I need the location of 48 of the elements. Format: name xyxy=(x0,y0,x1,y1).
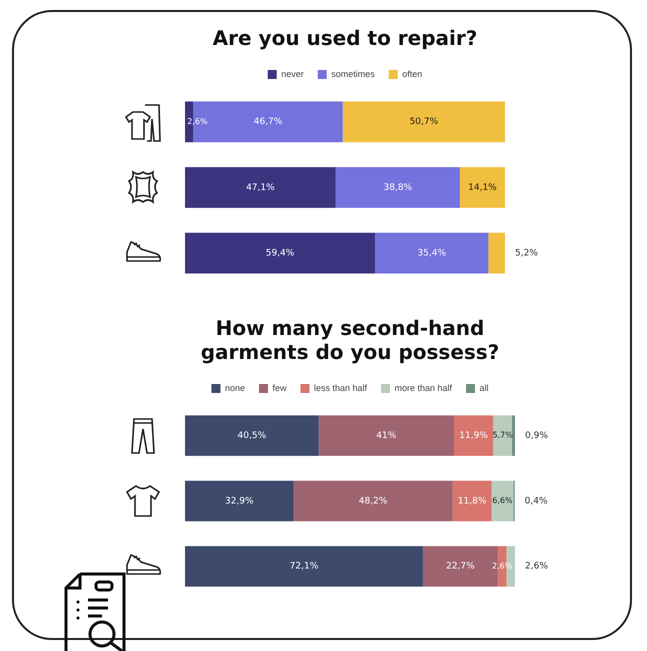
chart-title: How many second-hand garments do you possess? xyxy=(200,316,500,364)
data-label: 46,7% xyxy=(254,117,283,128)
data-label: 72,1% xyxy=(290,562,319,572)
data-label: 40,5% xyxy=(238,431,267,442)
data-label: 5,2% xyxy=(515,248,538,259)
data-label: 22,7% xyxy=(446,562,476,572)
data-label: 48,2% xyxy=(358,496,388,506)
data-label: 11,8% xyxy=(458,496,487,506)
data-label: 38,8% xyxy=(384,182,413,193)
data-label: 0,9% xyxy=(525,431,548,442)
bar xyxy=(492,480,514,522)
data-label: 41% xyxy=(376,431,397,442)
data-label: 50,7% xyxy=(410,117,439,128)
bar xyxy=(342,101,505,142)
legend-label: sometimes xyxy=(331,68,376,79)
bar xyxy=(294,480,453,522)
data-label: 14,1% xyxy=(468,182,498,193)
data-label: 32,9% xyxy=(224,496,254,506)
bar xyxy=(185,232,376,274)
bar xyxy=(318,415,454,456)
bar xyxy=(452,480,492,522)
legend-label: more than half xyxy=(394,382,453,393)
data-label: 35,4% xyxy=(417,248,446,259)
bar xyxy=(185,415,319,456)
bar xyxy=(185,167,336,208)
bar xyxy=(460,167,505,208)
bar xyxy=(512,415,515,456)
data-label: 0,4% xyxy=(524,496,548,506)
data-label: 6,6% xyxy=(492,496,514,506)
bar xyxy=(375,232,488,274)
chart-title: Are you used to repair? xyxy=(212,26,478,50)
bar xyxy=(185,546,423,587)
data-label: 59,4% xyxy=(266,248,295,259)
data-label: 5,7% xyxy=(492,430,514,440)
legend-label: few xyxy=(272,382,287,393)
legend-label: never xyxy=(281,68,304,79)
data-label: 11,9% xyxy=(459,431,488,442)
bar xyxy=(488,232,505,274)
bar xyxy=(336,167,460,208)
legend-label: often xyxy=(402,68,422,79)
bar xyxy=(185,480,294,522)
bar xyxy=(454,415,494,456)
data-label: 2,6% xyxy=(525,562,548,572)
legend-label: all xyxy=(480,382,489,393)
bar xyxy=(493,415,512,456)
legend-label: none xyxy=(224,382,245,393)
data-label: 47,1% xyxy=(246,182,276,193)
legend-label: less than half xyxy=(314,382,368,393)
